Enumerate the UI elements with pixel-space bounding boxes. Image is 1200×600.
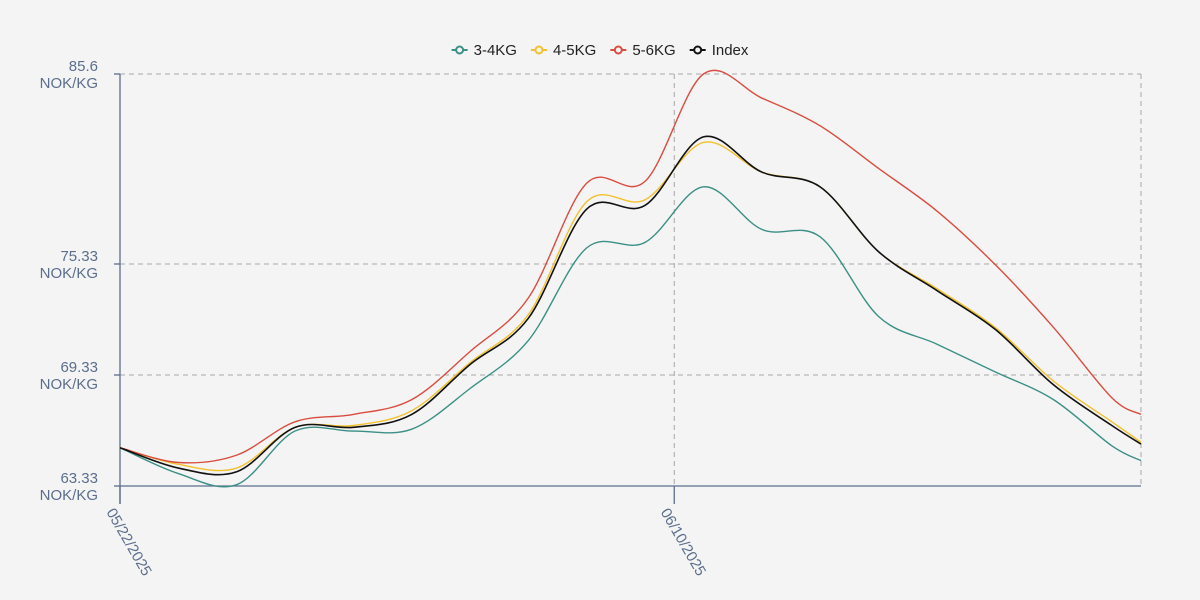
legend-label: 5-6KG xyxy=(632,42,675,59)
series-line-5-6kg xyxy=(119,69,1142,464)
legend-marker xyxy=(613,45,623,55)
series-line-index xyxy=(119,135,1142,476)
legend-marker xyxy=(693,45,703,55)
legend-marker xyxy=(534,45,544,55)
legend-item-index[interactable]: Index xyxy=(689,42,749,59)
y-tick-label: 75.33 xyxy=(60,248,98,265)
legend-label: Index xyxy=(712,42,749,59)
x-tick-label: 05/22/2025 xyxy=(103,506,155,580)
series-line-3-4kg xyxy=(119,186,1142,488)
y-tick-unit: NOK/KG xyxy=(40,265,98,282)
y-tick-unit: NOK/KG xyxy=(40,376,98,393)
legend-item-4-5kg[interactable]: 4-5KG xyxy=(530,42,596,59)
legend-item-5-6kg[interactable]: 5-6KG xyxy=(610,42,676,59)
x-tick-label: 06/10/2025 xyxy=(657,506,709,580)
legend: 3-4KG 4-5KG 5-6KG Index xyxy=(451,42,749,59)
y-tick-label: 63.33 xyxy=(60,470,98,487)
y-tick-label: 85.6 xyxy=(69,58,98,75)
y-tick-label: 69.33 xyxy=(60,359,98,376)
series-line-4-5kg xyxy=(119,141,1142,472)
legend-marker xyxy=(455,45,465,55)
y-tick-unit: NOK/KG xyxy=(40,487,98,504)
legend-label: 4-5KG xyxy=(553,42,596,59)
legend-label: 3-4KG xyxy=(474,42,517,59)
y-tick-unit: NOK/KG xyxy=(40,75,98,92)
legend-item-3-4kg[interactable]: 3-4KG xyxy=(451,42,517,59)
